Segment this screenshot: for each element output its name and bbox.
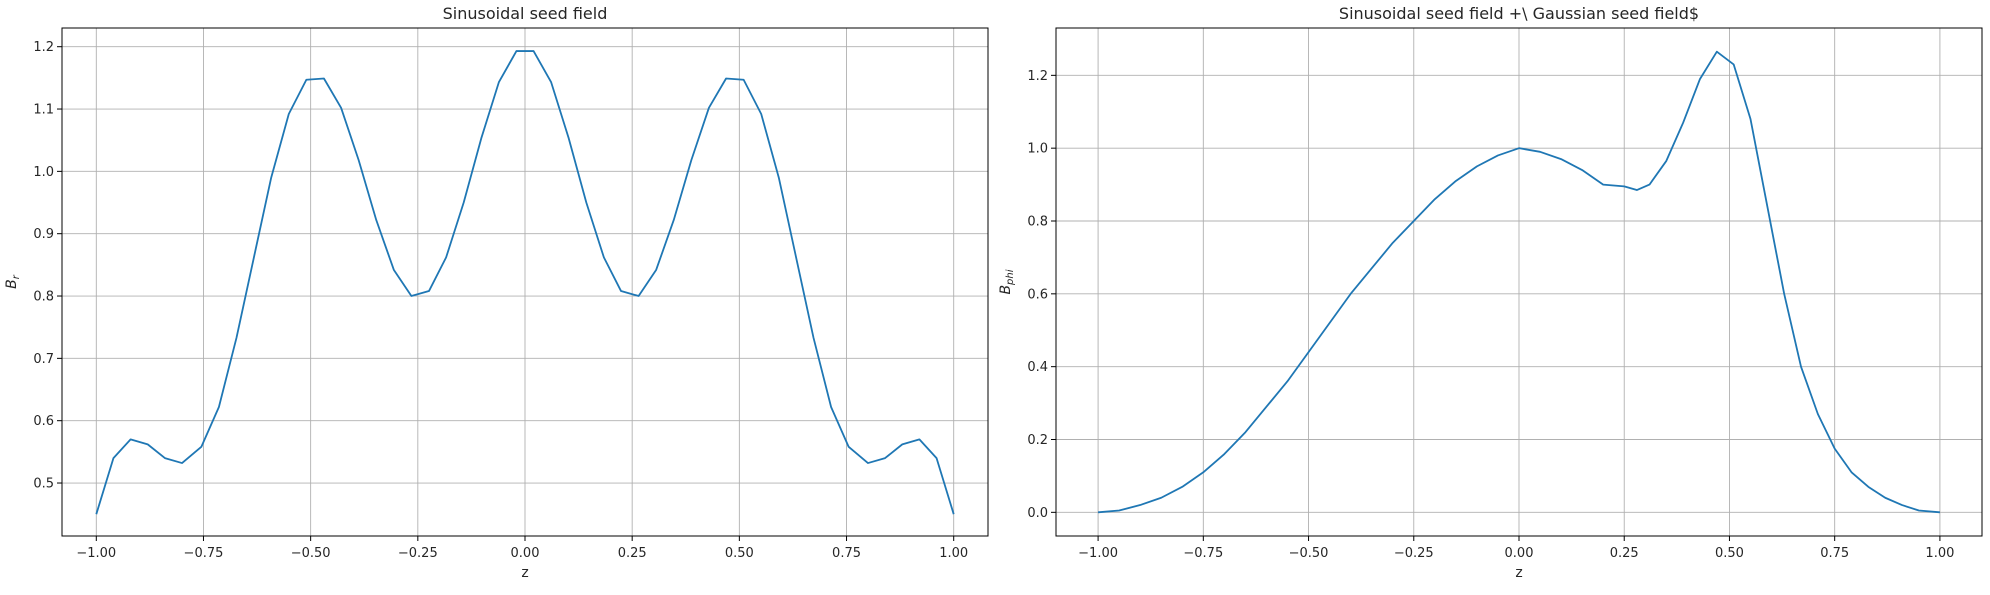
right-y-ticks: 0.0 0.2 0.4 0.6 0.8 1.0 1.2 <box>1027 69 1056 521</box>
left-x-tick-label: −1.00 <box>76 546 116 561</box>
right-y-tick-label: 1.0 <box>1027 142 1048 157</box>
left-y-tick-label: 0.6 <box>33 414 54 429</box>
right-y-tick-label: 0.4 <box>1027 360 1048 375</box>
right-chart-title: Sinusoidal seed field +\ Gaussian seed f… <box>1339 4 1699 23</box>
left-x-tick-label: 0.75 <box>832 546 861 561</box>
left-y-tick-label: 1.1 <box>33 103 54 118</box>
right-y-tick-label: 0.0 <box>1027 506 1048 521</box>
left-y-tick-label: 0.7 <box>33 352 54 367</box>
left-x-ticks: −1.00 −0.75 −0.50 −0.25 0.00 0.25 0.50 0.75 1.00 <box>76 536 968 561</box>
right-x-tick-label: 1.00 <box>1925 546 1954 561</box>
right-x-tick-label: −1.00 <box>1078 546 1118 561</box>
right-x-tick-label: −0.75 <box>1183 546 1223 561</box>
right-y-tick-label: 0.8 <box>1027 215 1048 230</box>
left-x-tick-label: −0.75 <box>184 546 224 561</box>
left-x-tick-label: 0.25 <box>618 546 647 561</box>
left-y-tick-label: 0.8 <box>33 290 54 305</box>
left-y-ticks: 0.5 0.6 0.7 0.8 0.9 1.0 1.1 1.2 <box>33 40 62 492</box>
right-y-axis-label-main: B <box>998 285 1014 295</box>
left-x-axis-label: z <box>521 565 528 581</box>
right-x-axis-label: z <box>1515 565 1522 581</box>
left-y-tick-label: 0.5 <box>33 477 54 492</box>
left-x-tick-label: 0.50 <box>725 546 754 561</box>
right-x-tick-label: 0.50 <box>1715 546 1744 561</box>
right-gridlines <box>1056 28 1982 536</box>
right-x-ticks: −1.00 −0.75 −0.50 −0.25 0.00 0.25 0.50 0.75 1.00 <box>1078 536 1954 561</box>
left-y-tick-label: 1.2 <box>33 40 54 55</box>
left-x-tick-label: 1.00 <box>939 546 968 561</box>
right-y-tick-label: 0.6 <box>1027 287 1048 302</box>
right-x-tick-label: 0.00 <box>1505 546 1534 561</box>
right-chart: −1.00 −0.75 −0.50 −0.25 0.00 0.25 0.50 0.75 1.00… <box>998 4 1983 581</box>
left-y-axis-label: Br <box>4 274 22 289</box>
left-series-line <box>95 50 955 515</box>
left-gridlines <box>62 28 988 536</box>
left-y-tick-label: 0.9 <box>33 227 54 242</box>
right-x-tick-label: −0.25 <box>1394 546 1434 561</box>
left-x-tick-label: −0.25 <box>398 546 438 561</box>
left-y-axis-label-sub: r <box>11 274 22 279</box>
right-x-tick-label: 0.25 <box>1610 546 1639 561</box>
left-chart-title: Sinusoidal seed field <box>443 4 608 23</box>
left-chart: −1.00 −0.75 −0.50 −0.25 0.00 0.25 0.50 0.75 1.00… <box>4 4 989 581</box>
left-x-tick-label: 0.00 <box>511 546 540 561</box>
right-y-tick-label: 1.2 <box>1027 69 1048 84</box>
right-y-axis-label-sub: phi <box>1005 269 1016 286</box>
left-x-tick-label: −0.50 <box>291 546 331 561</box>
right-x-tick-label: −0.50 <box>1289 546 1329 561</box>
right-y-axis-label: Bphi <box>998 269 1016 294</box>
left-y-axis-label-main: B <box>4 279 20 289</box>
right-y-tick-label: 0.2 <box>1027 433 1048 448</box>
right-x-tick-label: 0.75 <box>1820 546 1849 561</box>
right-series-line <box>1098 50 1940 514</box>
left-y-tick-label: 1.0 <box>33 165 54 180</box>
